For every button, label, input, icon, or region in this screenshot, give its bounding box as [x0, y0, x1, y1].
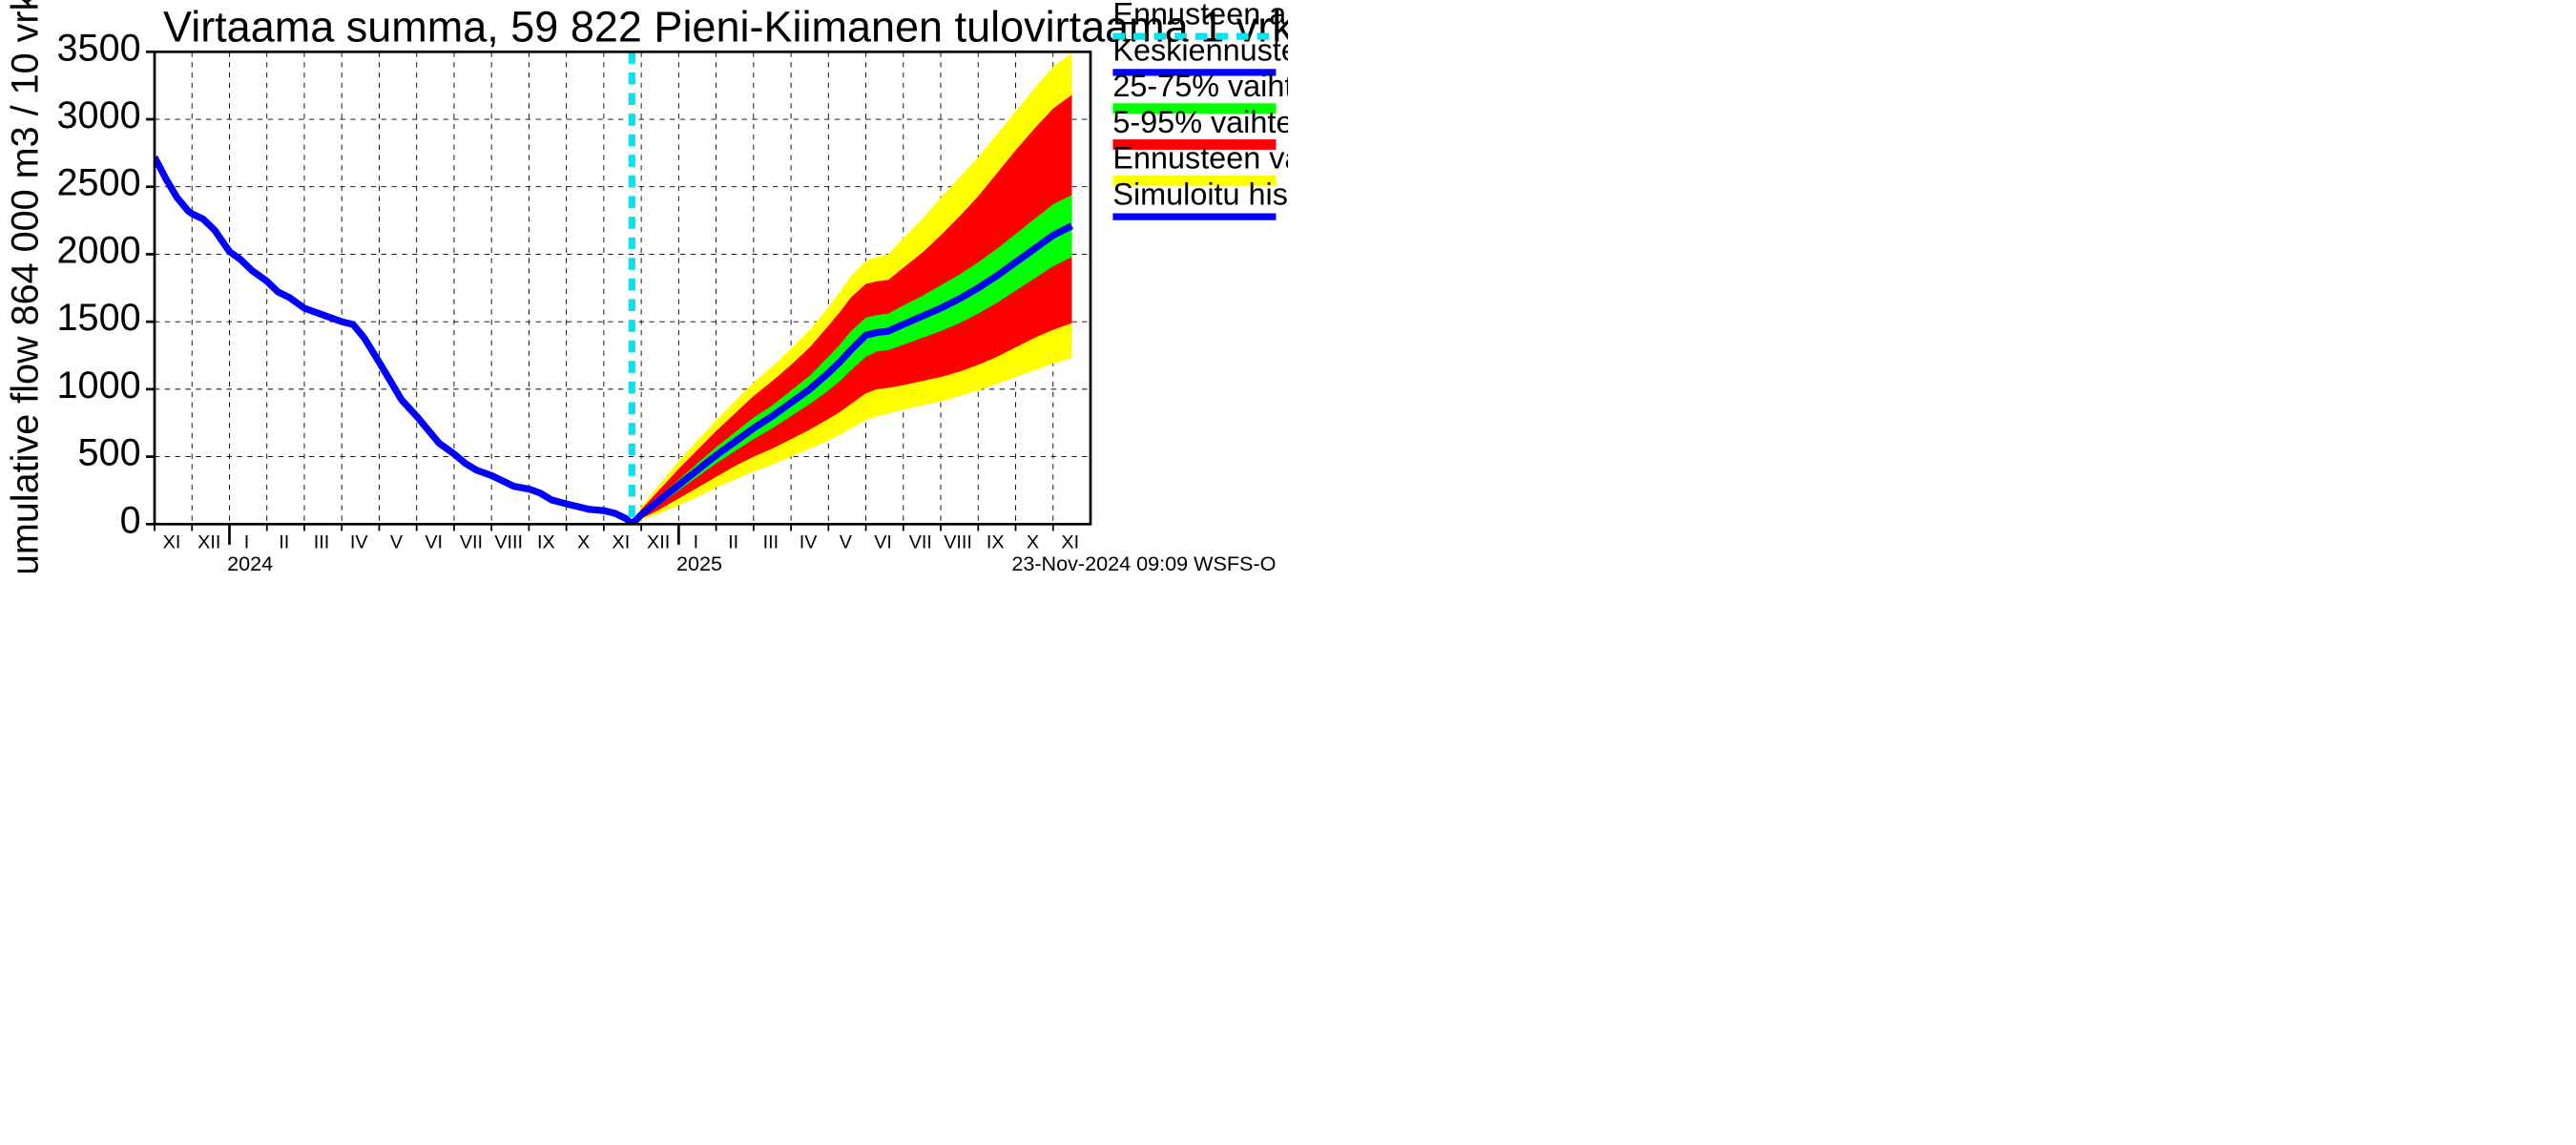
- xtick-roman: X: [577, 532, 590, 553]
- xtick-roman: IX: [537, 532, 555, 553]
- xtick-roman: V: [840, 532, 853, 553]
- xtick-roman: VIII: [494, 532, 523, 553]
- chart-bg: [0, 0, 1288, 572]
- xtick-roman: I: [244, 532, 250, 553]
- xtick-roman: XII: [197, 532, 220, 553]
- xtick-roman: VI: [874, 532, 892, 553]
- legend-label: 5-95% vaihteluväli: [1112, 105, 1288, 139]
- cumulative-flow-chart: 0500100015002000250030003500XIXIIIIIIIII…: [0, 0, 1288, 572]
- ytick-label: 2500: [57, 162, 141, 204]
- xtick-roman: IX: [987, 532, 1005, 553]
- ytick-label: 1000: [57, 364, 141, 406]
- ytick-label: 3500: [57, 27, 141, 69]
- xtick-roman: XI: [1061, 532, 1079, 553]
- xtick-roman: VII: [460, 532, 483, 553]
- xtick-roman: XII: [647, 532, 670, 553]
- xtick-roman: VII: [909, 532, 932, 553]
- xtick-roman: II: [279, 532, 289, 553]
- xtick-roman: XI: [163, 532, 181, 553]
- xtick-roman: XI: [613, 532, 631, 553]
- xtick-year: 2025: [676, 552, 722, 572]
- legend-label: Simuloitu historia: [1112, 177, 1288, 212]
- legend-label: Ennusteen alku: [1112, 0, 1288, 31]
- xtick-roman: II: [728, 532, 738, 553]
- xtick-roman: I: [694, 532, 698, 553]
- chart-footer: 23-Nov-2024 09:09 WSFS-O: [1011, 552, 1276, 572]
- ytick-label: 3000: [57, 94, 141, 136]
- xtick-roman: III: [314, 532, 330, 553]
- xtick-roman: X: [1027, 532, 1039, 553]
- xtick-roman: III: [763, 532, 779, 553]
- ytick-label: 500: [78, 432, 141, 474]
- xtick-roman: IV: [800, 532, 818, 553]
- xtick-year: 2024: [227, 552, 273, 572]
- legend-label: 25-75% vaihteluväli: [1112, 69, 1288, 103]
- ytick-label: 1500: [57, 297, 141, 339]
- legend: Ennusteen alkuKeskiennuste25-75% vaihtel…: [1112, 0, 1288, 217]
- ytick-label: 2000: [57, 229, 141, 271]
- xtick-roman: VI: [425, 532, 443, 553]
- xtick-roman: IV: [350, 532, 368, 553]
- legend-label: Keskiennuste: [1112, 32, 1288, 67]
- xtick-roman: VIII: [944, 532, 972, 553]
- ytick-label: 0: [120, 499, 141, 541]
- xtick-roman: V: [390, 532, 404, 553]
- legend-label: Ennusteen vaihteluväli: [1112, 141, 1288, 176]
- y-axis-label: Cumulative flow 864 000 m3 / 10 vrky: [5, 0, 47, 572]
